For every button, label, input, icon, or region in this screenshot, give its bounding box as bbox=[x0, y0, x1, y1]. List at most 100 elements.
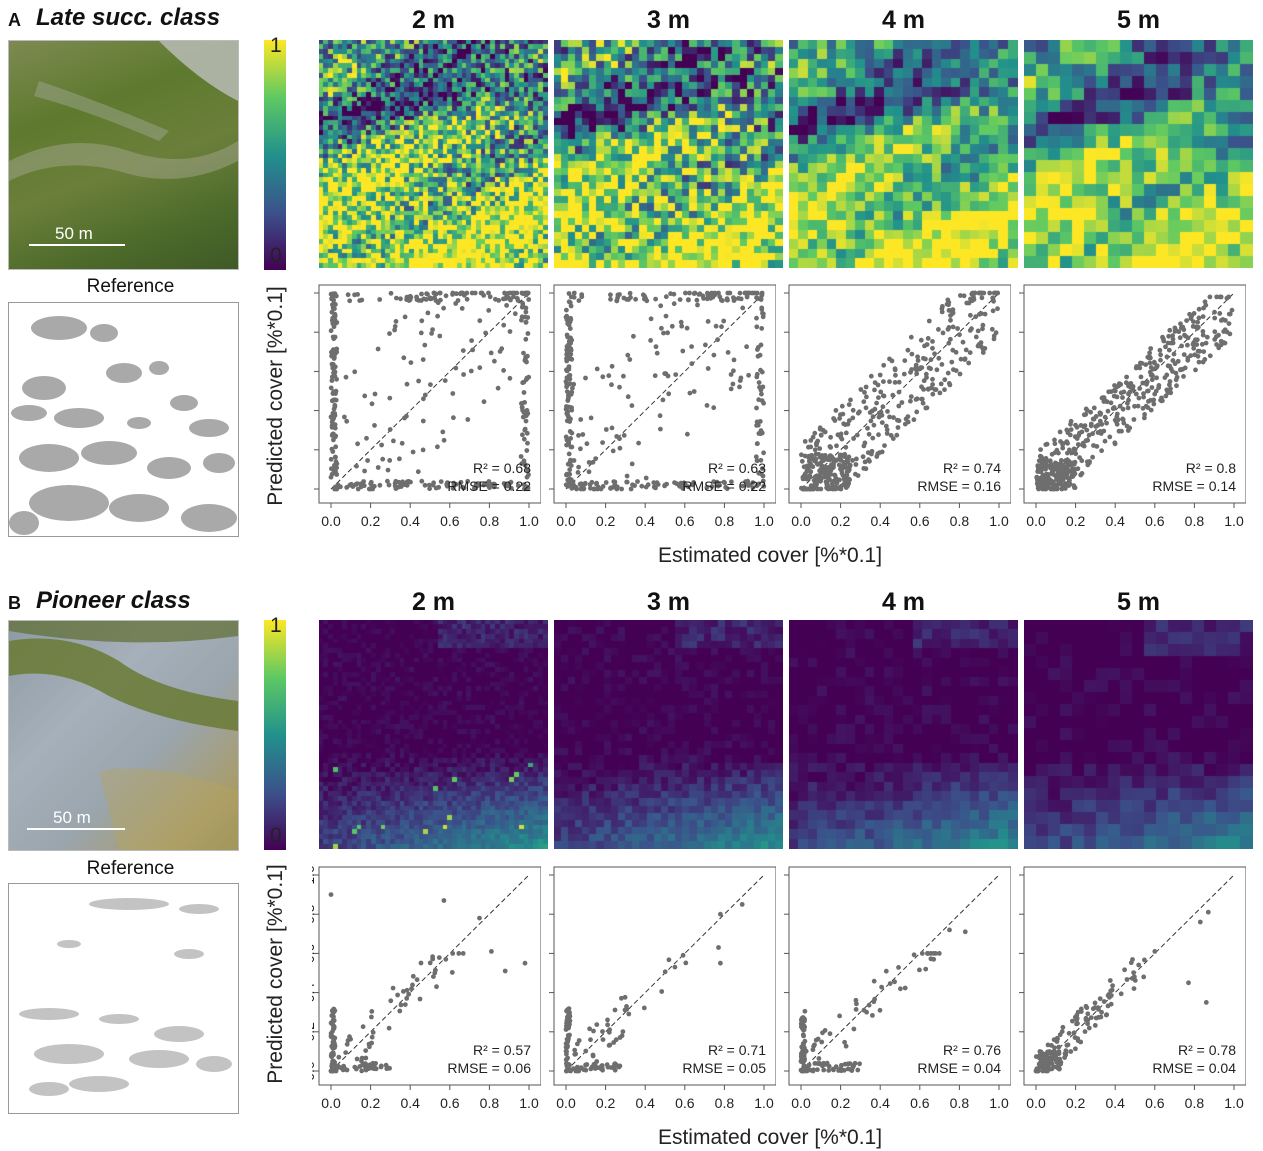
reference-label-b: Reference bbox=[86, 858, 175, 879]
data-point bbox=[948, 313, 953, 318]
data-point bbox=[633, 296, 638, 302]
data-point bbox=[1071, 1030, 1077, 1036]
data-point bbox=[879, 420, 885, 425]
x-tick-label: 0.6 bbox=[910, 1095, 930, 1111]
data-point bbox=[1110, 983, 1115, 989]
data-point bbox=[398, 296, 403, 302]
data-point bbox=[914, 409, 920, 415]
data-point bbox=[404, 987, 410, 993]
data-point bbox=[849, 1068, 855, 1073]
data-point bbox=[758, 342, 764, 348]
data-point bbox=[953, 349, 959, 355]
data-point bbox=[588, 415, 594, 421]
data-point bbox=[799, 458, 805, 464]
data-point bbox=[590, 1052, 596, 1058]
data-point bbox=[958, 356, 964, 362]
data-point bbox=[575, 1041, 580, 1047]
data-point bbox=[811, 1043, 816, 1049]
data-point bbox=[329, 446, 335, 452]
x-tick-label: 0.6 bbox=[1145, 1095, 1165, 1111]
data-point bbox=[454, 291, 459, 297]
data-point bbox=[569, 356, 575, 362]
data-point bbox=[1226, 294, 1232, 300]
colorbar-a-min: 0 bbox=[270, 244, 282, 267]
data-point bbox=[576, 464, 581, 470]
x-tick-label: 0.0 bbox=[321, 513, 341, 529]
data-point bbox=[414, 977, 420, 983]
data-point bbox=[608, 292, 613, 298]
data-point bbox=[1136, 395, 1142, 401]
data-point bbox=[663, 313, 669, 319]
y-tick-label: 0.2 bbox=[312, 1022, 317, 1042]
data-point bbox=[563, 1057, 569, 1063]
data-point bbox=[828, 468, 833, 474]
data-point bbox=[847, 1061, 853, 1066]
data-point bbox=[895, 425, 901, 430]
data-point bbox=[1056, 1044, 1062, 1050]
data-point bbox=[759, 326, 765, 331]
data-point bbox=[1054, 447, 1060, 453]
data-point bbox=[563, 1041, 569, 1046]
data-point bbox=[635, 479, 640, 484]
data-point bbox=[614, 486, 620, 492]
data-point bbox=[754, 441, 760, 447]
data-point bbox=[850, 458, 855, 463]
heatmap-b-2m bbox=[319, 620, 548, 849]
data-point bbox=[1203, 340, 1209, 346]
data-point bbox=[695, 302, 700, 308]
data-point bbox=[657, 413, 663, 419]
data-point bbox=[354, 481, 360, 487]
data-point bbox=[887, 356, 892, 362]
data-point bbox=[1072, 1035, 1078, 1040]
data-point bbox=[1148, 407, 1154, 413]
data-point bbox=[639, 483, 645, 489]
data-point bbox=[876, 395, 881, 400]
data-point bbox=[846, 454, 852, 460]
data-point bbox=[594, 366, 600, 372]
data-point bbox=[502, 968, 508, 974]
data-point bbox=[568, 444, 574, 450]
data-point bbox=[406, 298, 412, 303]
data-point bbox=[890, 392, 896, 398]
data-point bbox=[837, 1013, 842, 1019]
data-point bbox=[359, 1055, 365, 1061]
data-point bbox=[566, 373, 572, 379]
scatter-points bbox=[328, 892, 528, 1074]
data-point bbox=[843, 1043, 849, 1049]
data-point bbox=[431, 974, 436, 979]
data-point bbox=[344, 485, 350, 490]
x-tick-label: 0.2 bbox=[596, 1095, 616, 1111]
data-point bbox=[1218, 294, 1224, 300]
data-point bbox=[827, 1031, 833, 1037]
data-point bbox=[1073, 1046, 1078, 1052]
data-point bbox=[950, 324, 956, 330]
data-point bbox=[846, 402, 852, 407]
data-point bbox=[570, 385, 575, 391]
data-point bbox=[420, 418, 426, 424]
scatter-points bbox=[563, 902, 745, 1074]
x-tick-label: 0.2 bbox=[1066, 513, 1086, 529]
data-point bbox=[680, 952, 686, 958]
data-point bbox=[1099, 421, 1105, 427]
data-point bbox=[815, 1067, 820, 1073]
data-point bbox=[1202, 299, 1208, 305]
one-to-one-line bbox=[800, 874, 1000, 1072]
data-point bbox=[844, 472, 850, 478]
data-point bbox=[330, 318, 336, 323]
data-point bbox=[566, 1068, 572, 1073]
data-point bbox=[1137, 386, 1143, 391]
data-point bbox=[1118, 991, 1124, 997]
data-point bbox=[1066, 1030, 1072, 1036]
data-point bbox=[332, 434, 338, 440]
data-point bbox=[903, 416, 909, 422]
data-point bbox=[704, 485, 710, 490]
scatter-a-4m: 0.0 0.2 0.4 0.6 0.8 1.0 R² = 0.74 RMSE = 0.16 bbox=[784, 284, 1011, 529]
data-point bbox=[1065, 1042, 1071, 1048]
data-point bbox=[591, 1028, 596, 1034]
data-point bbox=[902, 985, 908, 991]
data-point bbox=[843, 444, 849, 450]
data-point bbox=[939, 309, 945, 315]
data-point bbox=[566, 440, 572, 446]
data-point bbox=[924, 405, 930, 411]
data-point bbox=[1151, 401, 1157, 407]
